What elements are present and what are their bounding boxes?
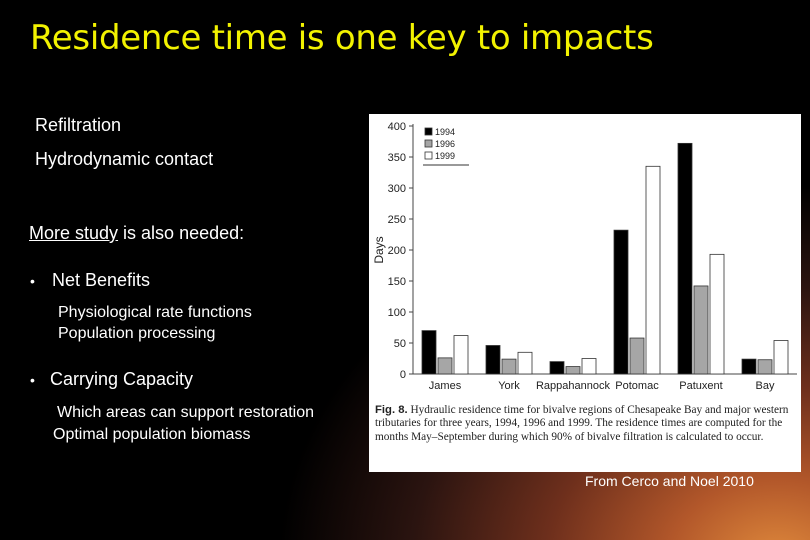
figure-caption: Fig. 8. Hydraulic residence time for biv… xyxy=(375,404,797,444)
bar-bay-1994 xyxy=(741,358,757,375)
bar-patuxent-1996 xyxy=(693,285,709,375)
legend-label-1994: 1994 xyxy=(435,127,455,137)
more-study-rest: is also needed: xyxy=(118,223,245,243)
population-processing-text: Population processing xyxy=(58,325,216,342)
y-tick-label-400: 400 xyxy=(388,121,406,133)
residence-time-figure: 0 50 100 150 200 250 300 350 400 Days James York Rap… xyxy=(369,114,801,472)
x-tick-label-patuxent: Patuxent xyxy=(679,380,722,392)
bullet-carrying-capacity: Carrying Capacity xyxy=(50,369,194,389)
x-tick-label-bay: Bay xyxy=(756,380,775,392)
source-citation: From Cerco and Noel 2010 xyxy=(585,473,754,489)
bullet-net-benefits-dot: • xyxy=(30,273,35,289)
physiological-rate-text: Physiological rate functions xyxy=(58,304,252,321)
residence-time-chart: 0 50 100 150 200 250 300 350 400 Days James York Rap… xyxy=(372,121,797,392)
bar-patuxent-1994 xyxy=(677,142,693,375)
bar-rappahannock-1994 xyxy=(549,361,565,375)
x-tick-label-james: James xyxy=(429,380,462,392)
y-tick-label-300: 300 xyxy=(388,183,406,195)
legend-label-1996: 1996 xyxy=(435,139,455,149)
more-study-underlined: More study xyxy=(29,223,119,243)
bar-bay-1999 xyxy=(773,340,789,375)
bullet-carrying-capacity-dot: • xyxy=(30,372,35,388)
legend-swatch-1996 xyxy=(424,139,433,148)
y-tick-label-350: 350 xyxy=(388,152,406,164)
bar-potomac-1996 xyxy=(629,337,645,375)
bar-york-1996 xyxy=(501,358,517,375)
y-tick-label-100: 100 xyxy=(388,307,406,319)
legend-swatch-1994 xyxy=(424,127,433,136)
bar-rappahannock-1999 xyxy=(581,358,597,375)
x-tick-label-potomac: Potomac xyxy=(615,380,659,392)
y-tick-label-150: 150 xyxy=(388,276,406,288)
y-tick-label-0: 0 xyxy=(400,369,406,381)
y-axis-label: Days xyxy=(372,236,386,263)
hydrodynamic-contact-text: Hydrodynamic contact xyxy=(35,149,214,169)
bar-patuxent-1999 xyxy=(709,253,725,375)
restoration-areas-text: Which areas can support restoration xyxy=(57,404,315,421)
optimal-biomass-text: Optimal population biomass xyxy=(53,426,251,443)
bar-potomac-1999 xyxy=(645,165,661,375)
y-tick-label-250: 250 xyxy=(388,214,406,226)
more-study-line: More study is also needed: xyxy=(29,223,244,244)
bar-rappahannock-1996 xyxy=(565,366,581,375)
x-tick-label-rappahannock: Rappahannock xyxy=(536,380,611,392)
bar-james-1996 xyxy=(437,357,453,375)
bar-james-1999 xyxy=(453,335,469,375)
bar-york-1994 xyxy=(485,345,501,375)
bar-james-1994 xyxy=(421,330,437,375)
legend-label-1999: 1999 xyxy=(435,151,455,161)
x-tick-label-york: York xyxy=(498,380,520,392)
legend-swatch-1999 xyxy=(424,151,433,160)
bullet-net-benefits: Net Benefits xyxy=(52,270,151,290)
bar-york-1999 xyxy=(517,351,533,375)
caption-label: Fig. 8. xyxy=(375,404,408,416)
slide-title: Residence time is one key to impacts xyxy=(30,18,654,58)
bar-potomac-1994 xyxy=(613,229,629,375)
y-tick-label-50: 50 xyxy=(394,338,406,350)
y-tick-label-200: 200 xyxy=(388,245,406,257)
caption-text: Hydraulic residence time for bivalve reg… xyxy=(375,404,789,443)
bar-bay-1996 xyxy=(757,359,773,375)
refiltration-text: Refiltration xyxy=(35,115,122,135)
